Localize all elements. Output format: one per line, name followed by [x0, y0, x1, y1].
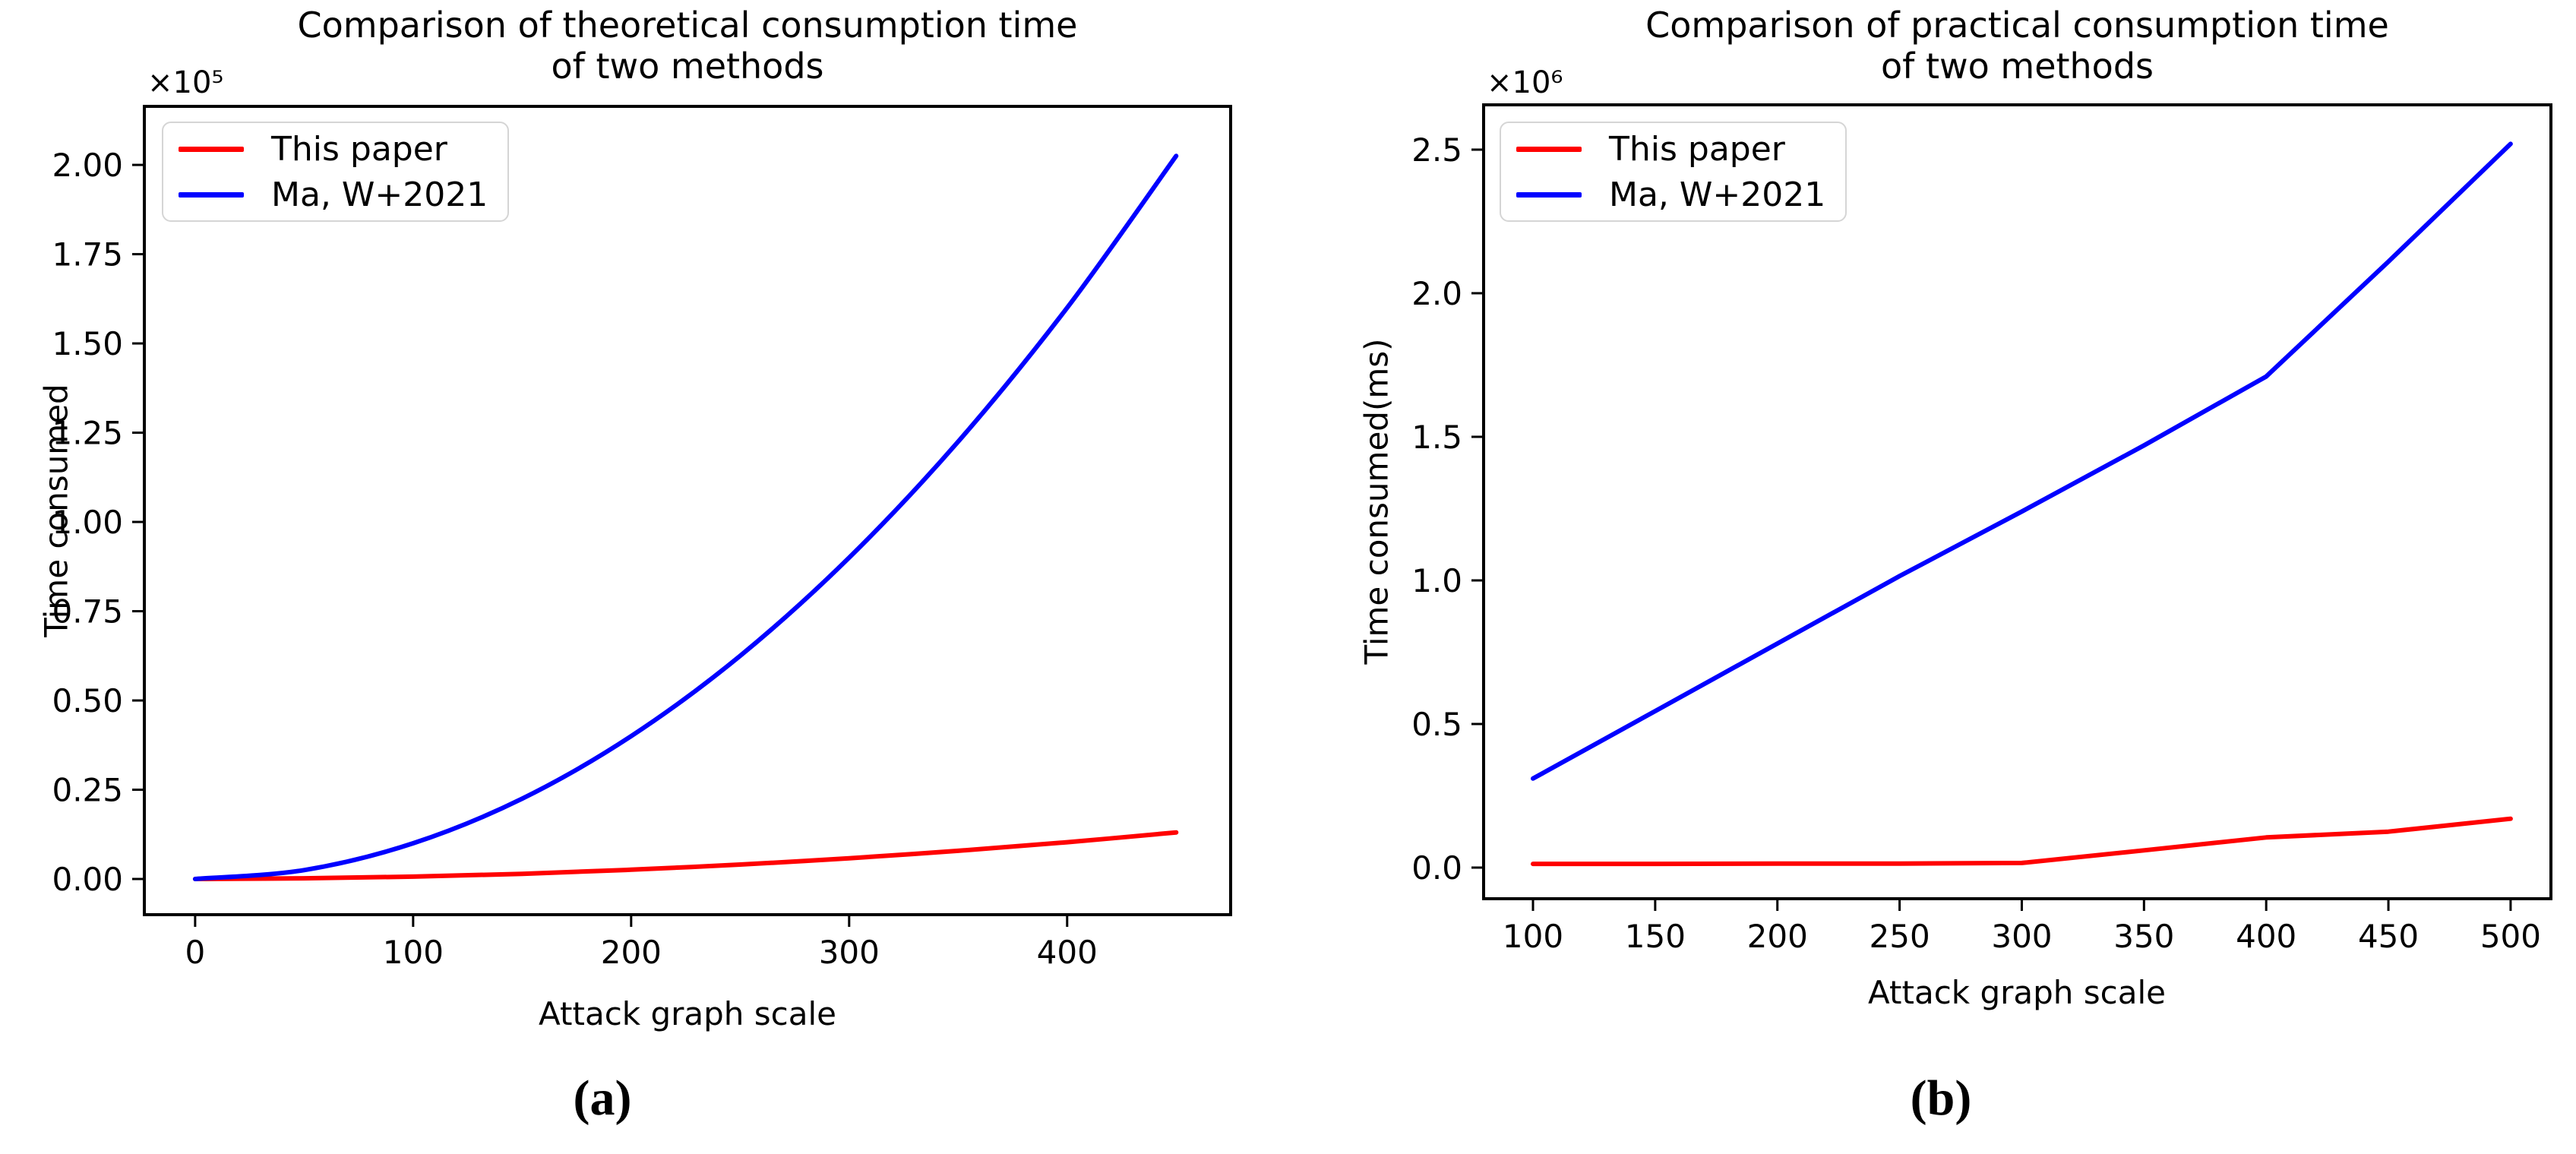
chart-a-title: Comparison of theoretical consumption ti…	[144, 5, 1231, 87]
chart-a-legend-line-sample	[179, 191, 244, 198]
chart-a-y-axis-label: Time consumed	[37, 384, 75, 637]
chart-b-axes-frame	[1482, 103, 2552, 900]
chart-b-x-tick-label: 250	[1870, 918, 1930, 955]
chart-a-x-tick-label: 300	[819, 934, 880, 971]
chart-a-y-tick-label: 0.75	[52, 593, 123, 631]
chart-b-legend-line-sample	[1516, 146, 1582, 152]
chart-b-x-tick-label: 300	[1991, 918, 2052, 955]
chart-b-x-tick-label: 100	[1503, 918, 1563, 955]
chart-a-y-offset-text: ×10⁵	[147, 65, 224, 100]
chart-a-y-tick-label: 0.00	[52, 861, 123, 898]
chart-a-y-tick-label: 1.75	[52, 236, 123, 273]
chart-a-y-tick-label: 1.00	[52, 504, 123, 541]
chart-b-y-tick-label: 1.0	[1411, 562, 1462, 599]
chart-b-y-tick-label: 0.5	[1411, 706, 1462, 743]
chart-b-caption: (b)	[1910, 1070, 1972, 1126]
chart-a-legend: This paper Ma, W+2021	[162, 122, 510, 222]
chart-b-x-tick-label: 200	[1747, 918, 1808, 955]
chart-b-y-offset-text: ×10⁶	[1487, 65, 1563, 100]
chart-a-y-tick-label: 0.25	[52, 772, 123, 809]
chart-b-title-line1: Comparison of practical consumption time	[1645, 5, 2389, 46]
chart-a-x-tick-label: 0	[185, 934, 205, 971]
chart-b-legend-item: Ma, W+2021	[1516, 175, 1826, 214]
chart-a-caption: (a)	[573, 1070, 632, 1126]
chart-a-legend-item: Ma, W+2021	[179, 175, 488, 214]
chart-b-legend-label: Ma, W+2021	[1609, 175, 1826, 214]
chart-a-x-tick-label: 400	[1037, 934, 1098, 971]
chart-b-y-tick-label: 2.5	[1411, 131, 1462, 169]
chart-a-title-line2: of two methods	[551, 46, 824, 87]
chart-b-legend-line-sample	[1516, 191, 1582, 198]
chart-b-title: Comparison of practical consumption time…	[1484, 5, 2551, 87]
chart-a-legend-label: This paper	[271, 129, 447, 169]
chart-a-axes-frame	[143, 105, 1232, 916]
chart-b-x-tick-label: 450	[2358, 918, 2419, 955]
chart-a-y-tick-label: 1.25	[52, 415, 123, 452]
chart-b-x-axis-label: Attack graph scale	[1868, 974, 2166, 1011]
chart-a-series-line-1	[192, 153, 1179, 881]
chart-b-y-axis-label: Time consumed(ms)	[1358, 338, 1395, 665]
chart-a-x-tick-label: 200	[601, 934, 662, 971]
chart-b-series-line-1	[1531, 141, 2513, 781]
chart-b-x-tick-label: 350	[2113, 918, 2174, 955]
chart-b-x-tick-label: 400	[2236, 918, 2296, 955]
chart-b-series-line-0	[1531, 816, 2513, 867]
chart-a-x-axis-label: Attack graph scale	[539, 995, 836, 1032]
chart-b-y-tick-label: 0.0	[1411, 849, 1462, 887]
chart-a-title-line1: Comparison of theoretical consumption ti…	[297, 5, 1078, 46]
chart-b-y-tick-label: 1.5	[1411, 419, 1462, 456]
chart-a-legend-item: This paper	[179, 129, 488, 169]
chart-a-legend-line-sample	[179, 146, 244, 152]
chart-a-x-tick-label: 100	[383, 934, 444, 971]
chart-b-legend-item: This paper	[1516, 129, 1825, 169]
chart-b-x-tick-label: 500	[2480, 918, 2541, 955]
chart-b-legend: This paper Ma, W+2021	[1500, 122, 1847, 222]
chart-b-x-tick-label: 150	[1625, 918, 1686, 955]
chart-b-title-line2: of two methods	[1881, 46, 2154, 87]
chart-a-series-line-0	[192, 830, 1179, 881]
chart-a-y-tick-label: 1.50	[52, 325, 123, 362]
chart-b-legend-label: This paper	[1609, 129, 1785, 169]
chart-a-y-tick-label: 0.50	[52, 682, 123, 719]
chart-b-y-tick-label: 2.0	[1411, 275, 1462, 312]
chart-a-legend-label: Ma, W+2021	[271, 175, 488, 214]
chart-a-y-tick-label: 2.00	[52, 147, 123, 184]
